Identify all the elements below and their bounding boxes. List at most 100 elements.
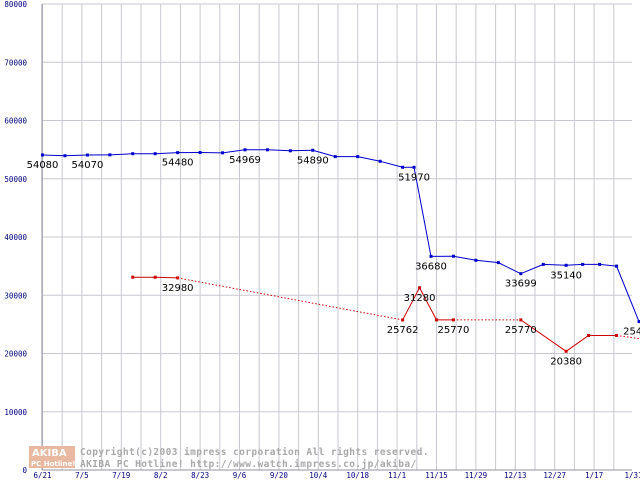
data-point — [108, 153, 112, 157]
data-label: 36680 — [415, 261, 447, 272]
series-segment — [109, 153, 133, 156]
data-point — [221, 151, 225, 155]
chart-grid — [41, 3, 632, 471]
x-tick-label: 1/17 — [585, 471, 603, 480]
series-segment — [616, 265, 640, 322]
x-tick-label: 10/4 — [309, 471, 328, 480]
x-tick-label: 10/18 — [346, 471, 369, 480]
data-point — [176, 276, 180, 280]
data-point — [435, 318, 438, 322]
data-point — [598, 262, 602, 266]
series-segment — [475, 259, 499, 264]
series-0 — [41, 148, 640, 324]
series-layer — [41, 148, 640, 353]
x-tick-label: 11/1 — [388, 471, 406, 480]
data-point — [519, 318, 523, 322]
x-tick-label: 9/6 — [233, 471, 247, 480]
y-tick-label: 30000 — [4, 291, 27, 300]
x-tick-label: 1/31 — [624, 471, 640, 480]
series-segment — [520, 319, 567, 352]
x-tick-label: 12/27 — [543, 471, 566, 480]
data-point — [378, 159, 382, 163]
y-tick-label: 20000 — [4, 350, 27, 359]
data-point — [401, 318, 405, 322]
data-label: 54890 — [297, 155, 329, 166]
series-segment — [599, 263, 617, 267]
x-axis: 6/21 7/5 7/19 8/2 8/23 9/6 9/20 10/4 10/18 11/1 11… — [33, 471, 640, 480]
series-segment — [222, 149, 246, 154]
series-segment — [402, 287, 421, 321]
data-point — [637, 320, 640, 324]
y-tick-label: 0 — [22, 466, 27, 475]
data-point — [153, 275, 157, 279]
series-segment — [177, 277, 403, 321]
series-segment — [380, 160, 403, 168]
series-segment — [520, 263, 544, 275]
data-label: 31280 — [404, 293, 436, 304]
data-label: 32980 — [162, 283, 194, 294]
data-point — [564, 349, 568, 353]
data-labels: 54080 54070 54480 54969 54890 51970 36680 33699… — [27, 155, 640, 367]
data-point — [418, 286, 422, 290]
y-tick-label: 50000 — [4, 175, 27, 184]
data-point — [401, 165, 405, 169]
series-segment — [616, 334, 640, 340]
data-point — [243, 148, 247, 152]
watermark: AKIBA PC Hotline! Copyright(c)2003 impre… — [29, 446, 429, 470]
data-point — [429, 254, 433, 258]
y-axis: 0 10000 20000 30000 40000 50000 60000 70000 8000… — [4, 0, 27, 475]
data-point — [615, 333, 619, 337]
y-tick-label: 10000 — [4, 408, 27, 417]
data-label: 54080 — [27, 160, 59, 171]
copyright-text: Copyright(c)2003 impress corporation All… — [80, 447, 429, 458]
data-point — [451, 318, 455, 322]
y-tick-label: 80000 — [4, 0, 27, 9]
x-tick-label: 9/20 — [270, 471, 289, 480]
logo-bottom-text: PC Hotline! — [31, 460, 75, 468]
data-point — [131, 275, 135, 279]
data-point — [288, 149, 292, 153]
series-segment — [543, 263, 567, 266]
x-tick-label: 11/15 — [425, 471, 448, 480]
y-tick-label: 60000 — [4, 117, 27, 126]
data-point — [265, 148, 269, 152]
x-tick-label: 8/23 — [191, 471, 209, 480]
series-segment — [419, 287, 437, 321]
data-label: 35140 — [550, 270, 582, 281]
data-point — [496, 261, 500, 265]
series-segment — [565, 335, 589, 352]
x-tick-label: 8/2 — [154, 471, 168, 480]
series-segment — [453, 255, 476, 261]
data-point — [541, 262, 545, 266]
data-point — [412, 165, 416, 169]
site-url-text: AKIBA PC Hotline! http://www.watch.impre… — [80, 459, 417, 470]
data-label: 20380 — [550, 356, 582, 367]
data-point — [519, 272, 523, 276]
data-point — [615, 264, 619, 268]
y-tick-label: 40000 — [4, 233, 27, 242]
data-label: 54480 — [162, 158, 194, 169]
data-label: 25770 — [505, 325, 537, 336]
data-point — [311, 148, 315, 152]
akiba-logo: AKIBA PC Hotline! — [29, 446, 75, 468]
data-label: 51970 — [398, 172, 430, 183]
data-point — [564, 263, 568, 267]
y-tick-label: 70000 — [4, 58, 27, 67]
series-segment — [64, 154, 88, 157]
data-label: 54070 — [72, 160, 104, 171]
data-point — [333, 155, 337, 159]
x-tick-label: 7/19 — [112, 471, 130, 480]
data-label: 25770 — [438, 325, 470, 336]
series-segment — [566, 263, 583, 266]
data-point — [41, 153, 44, 157]
series-segment — [357, 156, 381, 162]
data-label: 33699 — [505, 279, 537, 290]
data-point — [451, 254, 455, 258]
data-point — [356, 155, 360, 159]
series-segment — [312, 149, 336, 158]
x-tick-label: 7/5 — [75, 471, 89, 480]
data-label: 54969 — [229, 155, 261, 166]
data-point — [176, 151, 180, 155]
data-point — [85, 153, 89, 157]
